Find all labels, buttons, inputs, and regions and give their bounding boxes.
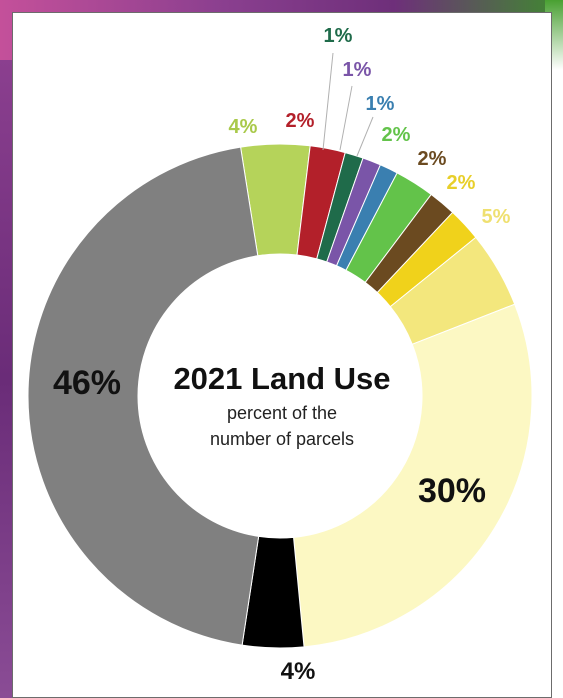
slice-labels: 4% 2%1%1%1%2%2%2%5%30%4%46%: [53, 25, 511, 685]
slice-label-0: 4%: [229, 116, 258, 138]
leader-line-2: [322, 52, 334, 151]
slice-label-6: 2%: [418, 148, 447, 170]
slice-label-4: 1%: [366, 93, 395, 115]
slice-label-3: 1%: [343, 59, 372, 81]
slice-label-7: 2%: [447, 172, 476, 194]
center-subtitle-line1: percent of the: [227, 403, 337, 423]
leader-line-3: [339, 85, 353, 151]
slice-label-2: 1%: [324, 25, 353, 47]
label-leader-lines: [322, 52, 374, 157]
slice-label-10: 4%: [281, 658, 316, 685]
donut-hole: [138, 254, 422, 538]
slice-label-8: 5%: [482, 206, 511, 228]
leader-line-4: [356, 116, 374, 157]
slice-label-9: 30%: [418, 472, 486, 510]
center-title: 2021 Land Use: [173, 361, 390, 396]
slice-label-11: 46%: [53, 364, 121, 402]
slice-label-1: 2%: [286, 110, 315, 132]
center-subtitle-line2: number of parcels: [210, 429, 354, 449]
slice-label-5: 2%: [382, 124, 411, 146]
